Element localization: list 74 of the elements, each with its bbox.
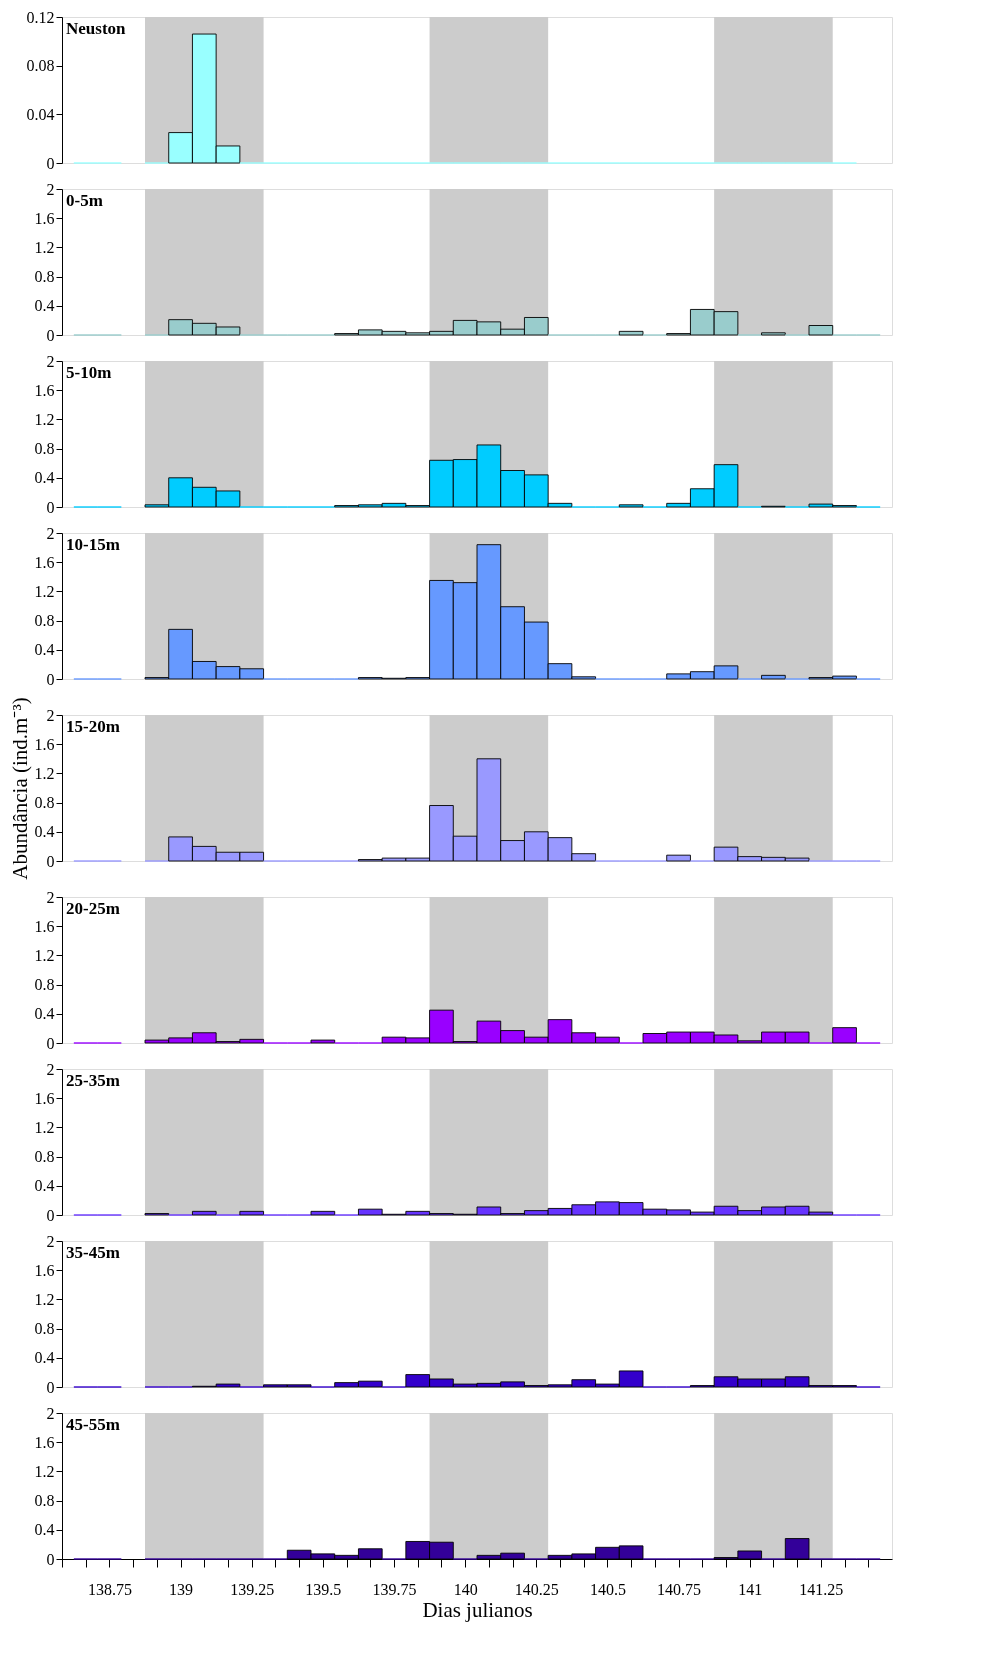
y-tick-label: 1.2 — [34, 1290, 55, 1308]
y-tick-label: 1.2 — [34, 1462, 55, 1480]
y-tick-label: 0.4 — [34, 1521, 55, 1539]
y-tick-label: 2 — [46, 352, 55, 370]
y-tick-label: 0 — [46, 1378, 55, 1396]
y-tick-label: 0.8 — [34, 794, 55, 812]
y-tick-label: 0.8 — [34, 440, 55, 458]
y-tick-label: 2 — [46, 1060, 55, 1078]
chart-title: 0-5m — [66, 191, 103, 210]
y-tick-label: 1.6 — [34, 735, 55, 753]
y-tick-label: 1.2 — [34, 1118, 55, 1136]
y-tick-label: 0.08 — [26, 57, 55, 75]
x-tick-label: 140 — [453, 1580, 478, 1598]
y-tick-label: 0 — [46, 1550, 55, 1568]
x-tick-label: 141.25 — [799, 1580, 844, 1598]
y-tick-label: 2 — [46, 180, 55, 198]
y-tick-label: 1.6 — [34, 1089, 55, 1107]
x-tick-label: 139.75 — [372, 1580, 417, 1598]
y-tick-label: 2 — [46, 1404, 55, 1422]
chart-title: 5-10m — [66, 363, 112, 382]
x-tick-label: 140.25 — [514, 1580, 559, 1598]
y-tick-label: 1.2 — [34, 238, 55, 256]
chart-title: 45-55m — [66, 1415, 120, 1434]
x-tick-label: 140.75 — [657, 1580, 702, 1598]
x-tick-label: 139.5 — [305, 1580, 342, 1598]
y-tick-label: 0 — [46, 154, 55, 172]
y-tick-label: 0.8 — [34, 1320, 55, 1338]
chart-title: 25-35m — [66, 1071, 120, 1090]
y-tick-label: 0.8 — [34, 1148, 55, 1166]
y-tick-label: 0 — [46, 1034, 55, 1052]
y-tick-label: 0.04 — [26, 105, 55, 123]
y-tick-label: 2 — [46, 524, 55, 542]
chart-title: 20-25m — [66, 899, 120, 918]
y-tick-label: 0.8 — [34, 976, 55, 994]
chart-title: 15-20m — [66, 717, 120, 736]
y-tick-label: 1.6 — [34, 1261, 55, 1279]
y-tick-label: 2 — [46, 706, 55, 724]
y-tick-label: 1.2 — [34, 946, 55, 964]
y-tick-label: 1.6 — [34, 381, 55, 399]
y-tick-label: 2 — [46, 888, 55, 906]
x-tick-label: 140.5 — [589, 1580, 626, 1598]
x-tick-label: 138.75 — [87, 1580, 132, 1598]
y-tick-label: 1.2 — [34, 764, 55, 782]
chart-title: 35-45m — [66, 1243, 120, 1262]
y-tick-label: 0 — [46, 852, 55, 870]
y-tick-label: 0 — [46, 1206, 55, 1224]
x-tick-label: 141 — [738, 1580, 763, 1598]
y-tick-label: 0 — [46, 326, 55, 344]
y-tick-label: 1.2 — [34, 582, 55, 600]
y-tick-label: 0.4 — [34, 1177, 55, 1195]
y-tick-label: 0.4 — [34, 823, 55, 841]
x-axis-title: Dias julianos — [422, 1597, 533, 1622]
y-tick-label: 1.6 — [34, 209, 55, 227]
y-tick-label: 0.12 — [26, 8, 55, 26]
y-tick-label: 1.6 — [34, 553, 55, 571]
x-tick-label: 139 — [169, 1580, 194, 1598]
y-tick-label: 2 — [46, 1232, 55, 1250]
y-tick-label: 1.6 — [34, 917, 55, 935]
y-tick-label: 0.8 — [34, 1492, 55, 1510]
y-tick-label: 0 — [46, 670, 55, 688]
y-tick-label: 0.4 — [34, 1005, 55, 1023]
y-tick-label: 0.4 — [34, 641, 55, 659]
y-tick-label: 1.6 — [34, 1433, 55, 1451]
y-tick-label: 0.8 — [34, 268, 55, 286]
chart-title: 10-15m — [66, 535, 120, 554]
y-tick-label: 1.2 — [34, 410, 55, 428]
y-tick-label: 0 — [46, 498, 55, 516]
chart-title: Neuston — [66, 19, 127, 38]
y-tick-label: 0.4 — [34, 1349, 55, 1367]
y-tick-label: 0.4 — [34, 297, 55, 315]
x-tick-label: 139.25 — [230, 1580, 275, 1598]
y-tick-label: 0.8 — [34, 612, 55, 630]
y-tick-label: 0.4 — [34, 469, 55, 487]
y-axis-title: Abundância (ind.m⁻³) — [7, 697, 32, 880]
